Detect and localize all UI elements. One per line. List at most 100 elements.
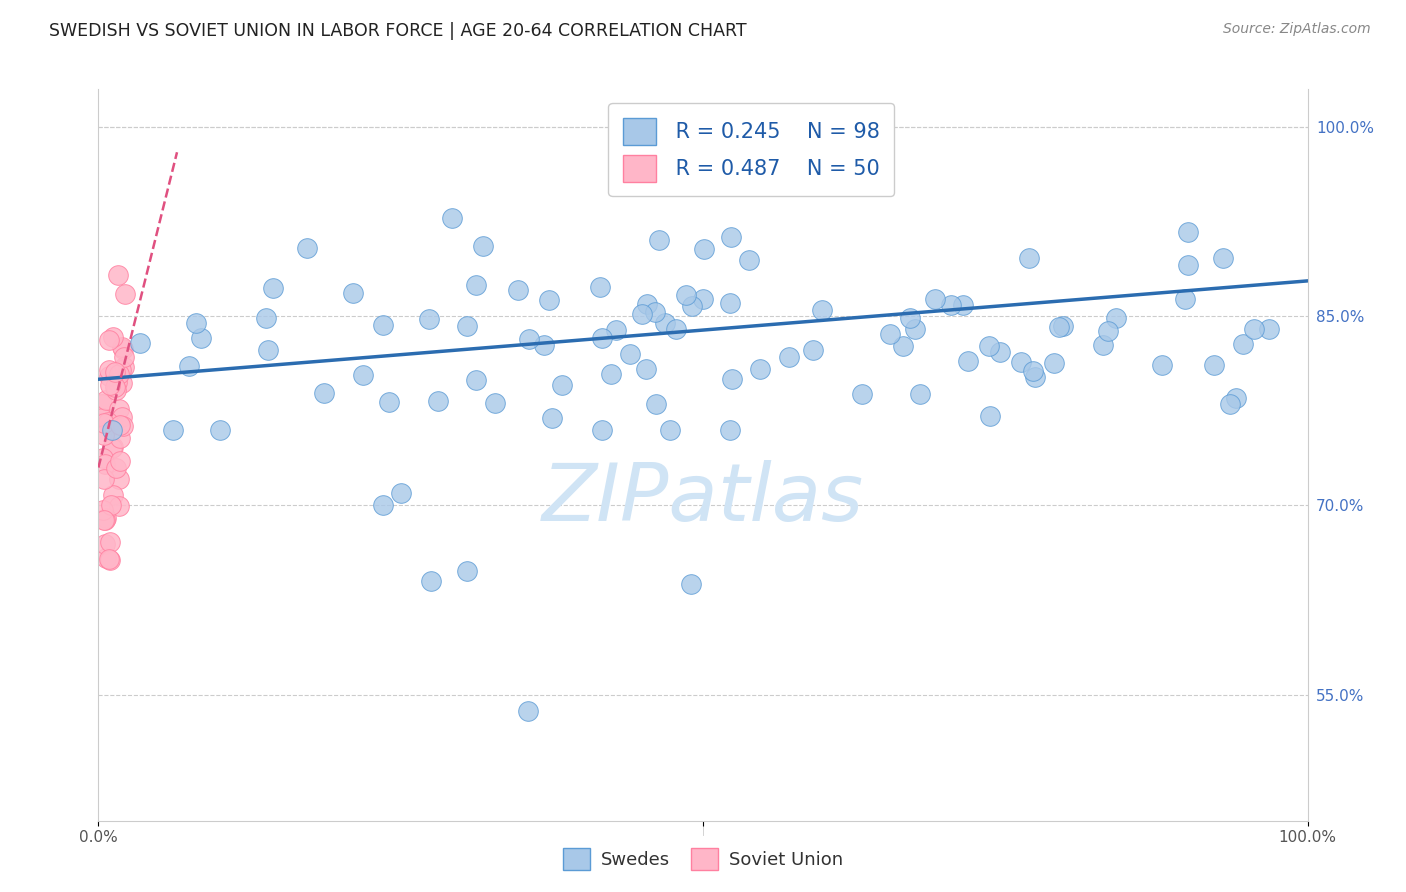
Point	[589, 280, 612, 294]
Point	[675, 288, 697, 302]
Point	[91, 503, 114, 517]
Point	[1177, 225, 1199, 239]
Point	[600, 367, 623, 381]
Point	[538, 293, 561, 307]
Point	[420, 574, 443, 588]
Point	[721, 372, 744, 386]
Point	[720, 229, 742, 244]
Point	[956, 353, 979, 368]
Point	[1097, 324, 1119, 338]
Point	[648, 233, 671, 247]
Point	[465, 278, 488, 293]
Point	[665, 322, 688, 336]
Point	[1177, 258, 1199, 272]
Point	[96, 415, 118, 429]
Point	[979, 409, 1001, 424]
Point	[98, 369, 121, 384]
Point	[93, 514, 115, 528]
Point	[988, 344, 1011, 359]
Point	[110, 376, 132, 390]
Point	[737, 253, 759, 268]
Point	[104, 461, 127, 475]
Point	[105, 375, 128, 389]
Point	[891, 339, 914, 353]
Point	[177, 359, 200, 374]
Point	[91, 451, 114, 466]
Point	[262, 281, 284, 295]
Point	[101, 329, 124, 343]
Point	[977, 339, 1000, 353]
Point	[418, 312, 440, 326]
Point	[1010, 354, 1032, 368]
Point	[426, 393, 449, 408]
Point	[939, 298, 962, 312]
Point	[1225, 391, 1247, 405]
Point	[108, 401, 131, 416]
Point	[162, 423, 184, 437]
Point	[851, 387, 873, 401]
Point	[465, 373, 488, 387]
Point	[591, 423, 613, 437]
Point	[96, 551, 118, 566]
Point	[112, 350, 135, 364]
Point	[605, 323, 627, 337]
Point	[104, 380, 127, 394]
Point	[440, 211, 463, 225]
Point	[254, 311, 277, 326]
Point	[114, 286, 136, 301]
Point	[101, 441, 124, 455]
Point	[630, 307, 652, 321]
Point	[644, 305, 666, 319]
Point	[636, 362, 658, 376]
Point	[295, 241, 318, 255]
Point	[1021, 364, 1043, 378]
Point	[184, 316, 207, 330]
Point	[679, 576, 702, 591]
Point	[952, 298, 974, 312]
Point	[924, 292, 946, 306]
Point	[693, 242, 716, 256]
Point	[645, 397, 668, 411]
Point	[98, 534, 121, 549]
Point	[1052, 319, 1074, 334]
Point	[654, 316, 676, 330]
Point	[484, 396, 506, 410]
Legend: Swedes, Soviet Union: Swedes, Soviet Union	[555, 841, 851, 878]
Point	[533, 338, 555, 352]
Point	[718, 296, 741, 310]
Point	[111, 340, 134, 354]
Point	[1212, 251, 1234, 265]
Point	[108, 499, 131, 513]
Text: Source: ZipAtlas.com: Source: ZipAtlas.com	[1223, 22, 1371, 37]
Point	[94, 511, 117, 525]
Point	[1219, 397, 1241, 411]
Point	[1043, 356, 1066, 370]
Point	[619, 346, 641, 360]
Point	[104, 383, 127, 397]
Point	[801, 343, 824, 357]
Point	[93, 537, 115, 551]
Point	[93, 457, 115, 471]
Point	[101, 423, 124, 437]
Point	[111, 342, 134, 356]
Point	[100, 442, 122, 456]
Point	[314, 385, 336, 400]
Point	[100, 552, 122, 566]
Point	[97, 334, 120, 348]
Point	[110, 409, 132, 424]
Point	[208, 423, 231, 437]
Point	[93, 472, 115, 486]
Point	[108, 454, 131, 468]
Point	[681, 299, 703, 313]
Point	[1150, 358, 1173, 372]
Point	[908, 387, 931, 401]
Point	[551, 377, 574, 392]
Point	[110, 418, 132, 433]
Point	[129, 336, 152, 351]
Point	[373, 318, 395, 333]
Point	[1202, 358, 1225, 372]
Point	[352, 368, 374, 382]
Point	[110, 430, 132, 444]
Point	[389, 485, 412, 500]
Point	[1105, 311, 1128, 326]
